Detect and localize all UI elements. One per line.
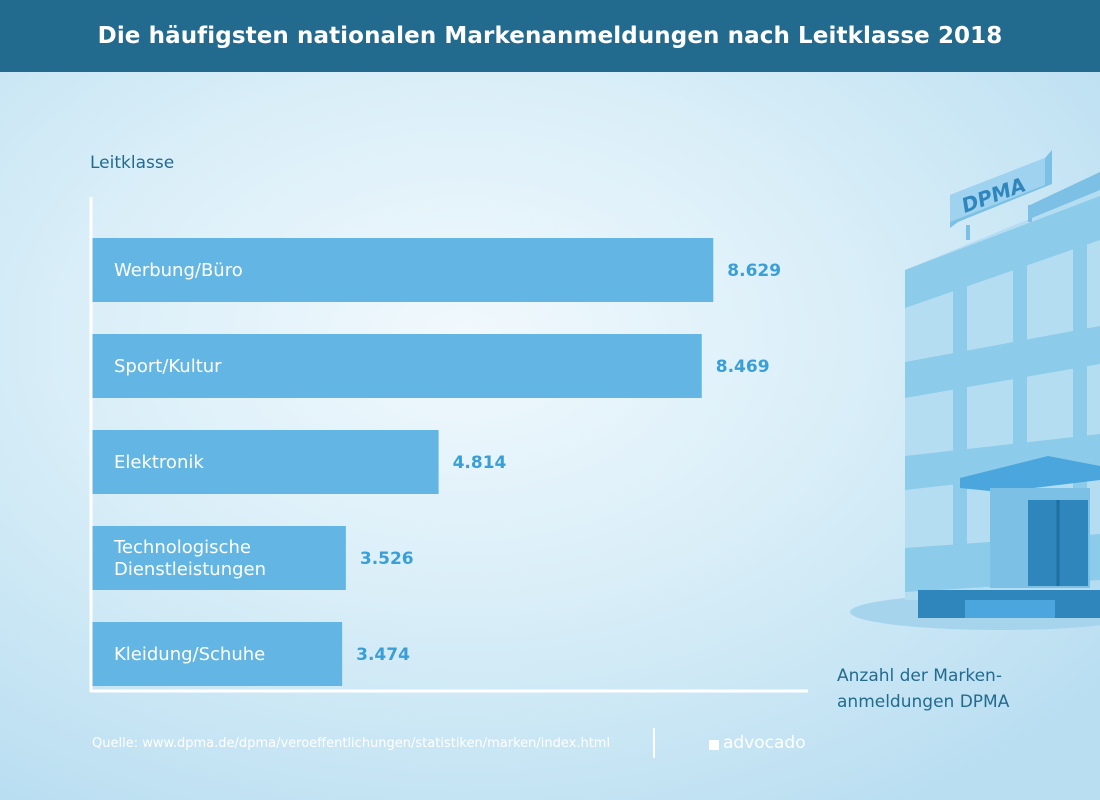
title-banner: Die häufigsten nationalen Markenanmeldun… (0, 0, 1100, 72)
entrance-steps (965, 600, 1055, 618)
category-label: Dienstleistungen (114, 559, 266, 580)
entrance-canopy (960, 456, 1100, 492)
sign-board (950, 158, 1045, 222)
bar (92, 238, 714, 302)
value-label: 3.474 (356, 645, 410, 665)
bar (92, 334, 702, 398)
category-label: Elektronik (114, 452, 204, 473)
bar (92, 622, 343, 686)
logo-text: advocado (723, 733, 806, 753)
category-label: Werbung/Büro (114, 260, 243, 281)
chart-title: Die häufigsten nationalen Markenanmeldun… (97, 23, 1003, 49)
y-axis-label: Leitklasse (90, 153, 174, 173)
source-note: Quelle: www.dpma.de/dpma/veroeffentlichu… (92, 736, 611, 751)
bar (92, 430, 439, 494)
category-label: Technologische (113, 537, 251, 558)
category-label: Sport/Kultur (114, 356, 222, 377)
value-label: 3.526 (360, 549, 414, 569)
x-axis-label-line-1: Anzahl der Marken- (837, 666, 1002, 686)
footer-divider (653, 728, 655, 758)
bars-group: Werbung/Büro 8.629 Sport/Kultur 8.469 Elektr… (92, 238, 781, 686)
dpma-building-illustration: DPMA (850, 150, 1100, 630)
value-label: 8.469 (716, 357, 770, 377)
category-label: Kleidung/Schuhe (114, 644, 265, 665)
bar-chart: DPMA Leitklasse Anzahl der Marken- anmel… (89, 150, 1100, 712)
value-label: 8.629 (727, 261, 781, 281)
value-label: 4.814 (453, 453, 507, 473)
advocado-logo: advocado (709, 733, 806, 753)
logo-mark-icon (709, 740, 719, 750)
pillar (953, 285, 967, 585)
x-axis-label-line-2: anmeldungen DPMA (837, 692, 1010, 712)
bar (92, 526, 346, 590)
floor-band (905, 196, 1100, 308)
